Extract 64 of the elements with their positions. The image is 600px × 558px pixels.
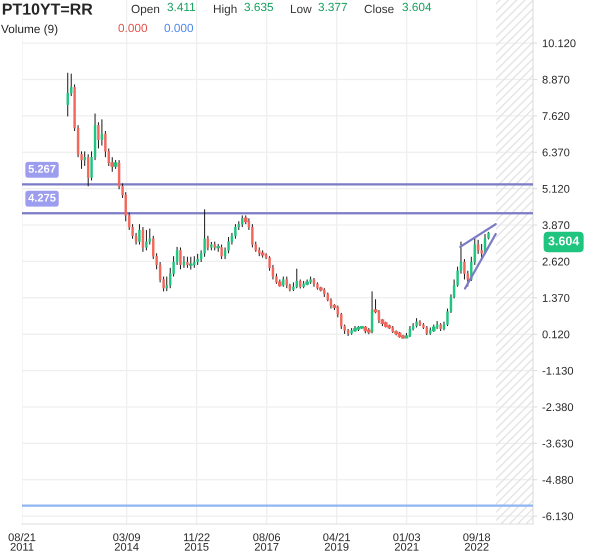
candlestick xyxy=(182,256,186,268)
annotation: 0.000 xyxy=(118,24,148,32)
candlestick xyxy=(203,208,206,258)
x-tick-label: 09/18 2022 xyxy=(463,533,490,551)
y-tick-label: 3.870 xyxy=(542,221,570,230)
candlestick xyxy=(179,246,182,270)
candlestick xyxy=(206,235,210,251)
annotation: Low xyxy=(290,4,312,14)
candlestick xyxy=(145,229,148,251)
candlestick xyxy=(66,72,69,117)
candlestick xyxy=(188,256,193,270)
y-tick-label: 0.120 xyxy=(542,330,570,338)
y-tick-label: 5.120 xyxy=(542,184,570,193)
x-tick-label: 08/06 2017 xyxy=(253,533,280,551)
ref-line-label: 5.267 xyxy=(28,164,56,173)
y-tick-label: 2.620 xyxy=(542,258,570,266)
candlestick xyxy=(370,290,374,334)
y-tick-label: -1.130 xyxy=(542,366,574,375)
y-tick-label: 7.620 xyxy=(542,112,570,120)
candlestick xyxy=(97,122,100,149)
candlestick xyxy=(220,244,223,260)
candlestick xyxy=(100,118,104,146)
annotation: 3.604 xyxy=(402,2,432,12)
annotation: 3.411 xyxy=(167,2,196,12)
y-tick-label: 6.370 xyxy=(542,148,570,156)
candlestick xyxy=(286,276,288,289)
candlestick xyxy=(282,276,285,288)
candlestick xyxy=(296,268,298,289)
x-tick-label: 04/21 2019 xyxy=(323,533,350,551)
candlestick xyxy=(476,239,480,254)
candlestick xyxy=(138,224,141,246)
x-tick-label: 03/09 2014 xyxy=(113,533,140,551)
annotation: 3.377 xyxy=(318,2,347,12)
y-tick-label: 1.370 xyxy=(542,294,570,302)
y-tick-label: -3.630 xyxy=(542,440,574,448)
candlestick xyxy=(415,318,418,328)
candlestick xyxy=(186,256,189,268)
candlestick xyxy=(196,253,199,266)
annotation: 3.635 xyxy=(244,2,274,12)
candlestick xyxy=(193,256,196,268)
text: 3.604 xyxy=(548,236,580,246)
ref-line-label: 4.275 xyxy=(28,194,56,202)
candlestick xyxy=(480,243,483,260)
y-tick-label: 8.870 xyxy=(542,76,570,84)
candlestick xyxy=(299,278,302,289)
y-tick-label: 10.120 xyxy=(542,39,576,48)
annotation: Close xyxy=(364,4,394,14)
x-tick-label: 01/03 2021 xyxy=(393,533,420,551)
candlestick xyxy=(408,326,412,338)
candlestick xyxy=(83,150,86,166)
candlestick xyxy=(86,154,90,187)
annotation: 0.000 xyxy=(164,24,194,32)
y-tick-label: -4.880 xyxy=(542,476,574,484)
chart-title: PT10YT=RR xyxy=(2,3,92,15)
y-tick-label: -6.130 xyxy=(542,512,574,520)
annotation: Open xyxy=(132,4,160,16)
y-tick-label: -2.380 xyxy=(542,403,574,412)
candlestick xyxy=(241,214,244,228)
candlestick xyxy=(142,226,144,252)
x-tick-label: 11/22 2015 xyxy=(184,533,210,551)
candlestick xyxy=(426,326,428,336)
x-tick-label: 08/21 2011 xyxy=(8,533,36,551)
annotation: High xyxy=(214,4,237,16)
annotation: Volume (9) xyxy=(1,24,58,36)
